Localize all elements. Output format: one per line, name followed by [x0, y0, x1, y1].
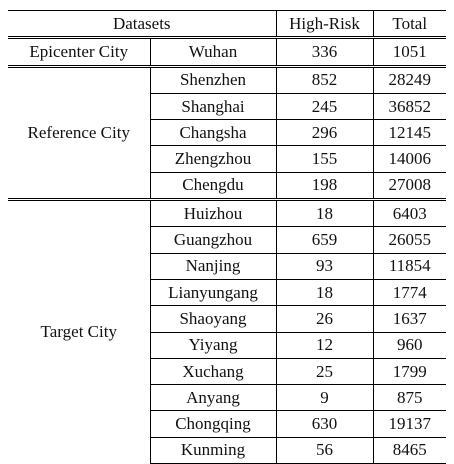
total-cell: 19137: [373, 410, 446, 438]
table-row: Shaoyang 26 1637: [8, 305, 446, 333]
total-cell: 36852: [373, 92, 446, 120]
total-cell: 1774: [373, 278, 446, 306]
total-cell: 875: [373, 384, 446, 411]
high-risk-cell: 296: [276, 119, 374, 146]
total-cell: 11854: [373, 252, 446, 280]
city-cell: Chongqing: [150, 410, 277, 438]
header-row: Datasets High-Risk Total: [8, 9, 446, 40]
table-row: Reference City Shenzhen 852 28249: [8, 64, 446, 200]
high-risk-cell: 12: [276, 331, 374, 359]
city-cell: Chengdu: [150, 171, 277, 200]
header-high-risk: High-Risk: [276, 9, 374, 40]
group-label: Reference City: [8, 64, 151, 200]
table-row: Guangzhou 659 26055: [8, 226, 446, 254]
table-row: Lianyungang 18 1774: [8, 278, 446, 306]
table-row: Changsha 296 12145: [8, 119, 446, 146]
high-risk-cell: 245: [276, 92, 374, 120]
table-row: Anyang 9 875: [8, 384, 446, 411]
high-risk-cell: 198: [276, 171, 374, 200]
table-row: Xuchang 25 1799: [8, 357, 446, 385]
high-risk-cell: 93: [276, 252, 374, 280]
high-risk-cell: 659: [276, 226, 374, 254]
table-row: Zhengzhou 155 14006: [8, 145, 446, 173]
table-row: Chongqing 630 19137: [8, 410, 446, 438]
total-cell: 1799: [373, 357, 446, 385]
datasets-table-container: Datasets High-Risk Total Epicenter City W…: [8, 9, 446, 464]
high-risk-cell: 25: [276, 357, 374, 385]
city-cell: Nanjing: [150, 252, 277, 280]
table-body: Epicenter City Wuhan 336 1051 Reference City…: [8, 37, 446, 464]
city-cell: Changsha: [150, 119, 277, 146]
total-cell: 1051: [392, 41, 427, 61]
total-cell: 1637: [373, 305, 446, 333]
high-risk-cell: 9: [276, 384, 374, 411]
city-cell: Huizhou: [150, 198, 277, 227]
city-cell: Lianyungang: [150, 278, 277, 306]
table-row: Shanghai 245 36852: [8, 92, 446, 120]
high-risk-cell: 56: [276, 436, 374, 464]
high-risk-cell: 26: [276, 305, 374, 333]
total-cell: 8465: [373, 436, 446, 464]
total-cell: 27008: [373, 171, 446, 200]
high-risk-cell: 18: [276, 278, 374, 306]
high-risk-cell: 336: [276, 37, 374, 67]
total-cell: 14006: [373, 145, 446, 173]
high-risk-cell: 630: [276, 410, 374, 438]
header-datasets: Datasets: [8, 9, 277, 40]
city-cell: Guangzhou: [150, 226, 277, 254]
city-cell: Zhengzhou: [150, 145, 277, 173]
datasets-table: Datasets High-Risk Total Epicenter City W…: [8, 9, 446, 464]
city-cell: Wuhan: [150, 37, 277, 67]
table-row: Nanjing 93 11854: [8, 252, 446, 280]
city-cell: Xuchang: [150, 357, 277, 385]
header-total: Total: [373, 9, 446, 40]
city-cell: Shaoyang: [150, 305, 277, 333]
table-row: Yiyang 12 960: [8, 331, 446, 359]
total-cell: 960: [373, 331, 446, 359]
table-row: Epicenter City Wuhan 336 1051: [8, 37, 446, 67]
city-cell: Shenzhen: [150, 64, 277, 94]
group-label: Epicenter City: [8, 37, 151, 67]
city-cell: Anyang: [150, 384, 277, 411]
total-cell: 6403: [373, 198, 446, 227]
high-risk-cell: 18: [276, 198, 374, 227]
city-cell: Kunming: [150, 436, 277, 464]
group-label: Target City: [8, 198, 151, 464]
table-row: Chengdu 198 27008: [8, 171, 446, 200]
city-cell: Yiyang: [150, 331, 277, 359]
total-cell: 28249: [373, 64, 446, 94]
table-row: Target City Huizhou 18 6403: [8, 198, 446, 464]
city-cell: Shanghai: [150, 92, 277, 120]
high-risk-cell: 155: [276, 145, 374, 173]
total-cell: 12145: [373, 119, 446, 146]
total-cell: 26055: [373, 226, 446, 254]
high-risk-cell: 852: [276, 64, 374, 94]
